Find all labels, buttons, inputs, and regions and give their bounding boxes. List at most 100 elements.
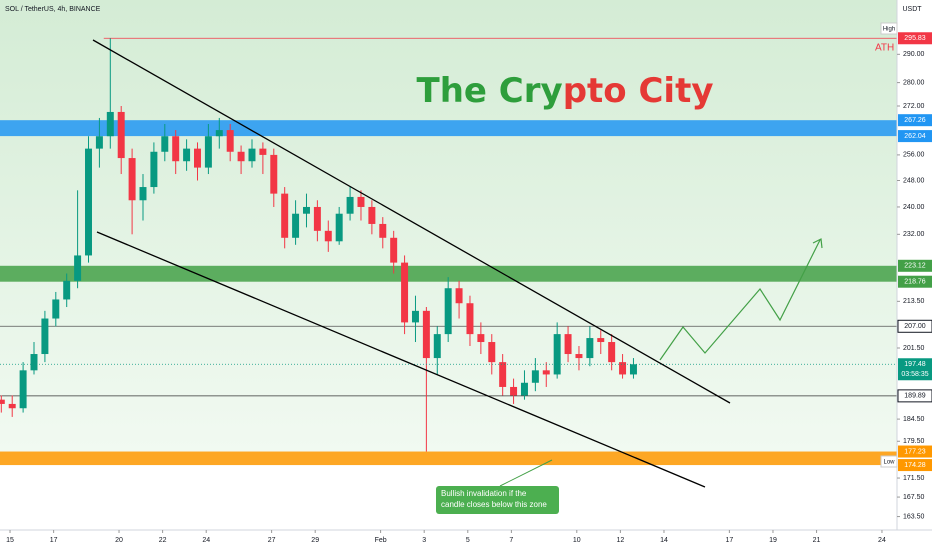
y-tick-label: 179.50 — [903, 438, 925, 445]
candle-body — [466, 303, 474, 335]
candle-body — [0, 399, 5, 404]
ath-label: ATH — [875, 43, 894, 54]
price-tag-text: 189.89 — [904, 393, 926, 400]
x-tick-label: 5 — [466, 537, 470, 544]
trend-line — [92, 39, 731, 404]
price-tag-text: 177.23 — [904, 448, 926, 455]
x-tick-label: Feb — [375, 537, 387, 544]
price-tag-text: 295.83 — [904, 35, 926, 42]
price-tag — [898, 445, 932, 458]
y-tick-label: 280.00 — [903, 79, 925, 86]
x-tick-label: 29 — [311, 537, 319, 544]
candle-body — [85, 148, 92, 256]
price-axis — [897, 0, 932, 550]
y-tick-label: 240.00 — [903, 204, 925, 211]
candle-body — [608, 342, 616, 363]
x-tick-label: 24 — [878, 537, 886, 544]
candle-body — [542, 370, 550, 375]
candle-body — [95, 136, 103, 149]
y-tick-label: 290.00 — [903, 51, 925, 58]
low-tag — [880, 455, 898, 468]
x-tick-label: 27 — [268, 537, 276, 544]
candle-body — [237, 151, 245, 162]
currency-label: USDT — [902, 6, 922, 13]
candle-body — [488, 342, 496, 363]
x-tick-label: 19 — [769, 537, 777, 544]
candle-body — [444, 288, 452, 335]
axis-labels: 267.26 262.04 223.12 218.76 177.23 174.28 295.… — [6, 32, 932, 544]
callout-text: candle closes below this zone — [441, 500, 547, 509]
candle-body — [161, 136, 169, 152]
callout-text: Bullish invalidation if the — [441, 489, 527, 498]
zone — [0, 451, 897, 466]
candle-body — [226, 130, 234, 152]
candle-body — [19, 370, 27, 409]
x-tick-label: 24 — [202, 537, 210, 544]
price-tag-text: 174.28 — [904, 462, 926, 469]
x-tick-label: 12 — [616, 537, 624, 544]
price-tag-text: 267.26 — [904, 117, 926, 124]
candle-body — [139, 187, 147, 201]
candle-body — [597, 338, 605, 343]
candle-body — [259, 148, 267, 155]
candle-body — [422, 310, 430, 359]
candle-body — [346, 196, 354, 214]
x-tick-label: 7 — [509, 537, 513, 544]
candle-body — [368, 206, 376, 224]
candle-body — [455, 288, 463, 304]
price-tag — [898, 32, 932, 45]
candle-body — [74, 255, 82, 281]
trend-line — [96, 231, 706, 488]
x-tick-label: 14 — [660, 537, 668, 544]
y-tick-label: 163.50 — [903, 513, 925, 520]
price-tag — [898, 130, 932, 143]
projection-arrow — [812, 238, 823, 249]
high-tag-text: High — [883, 27, 895, 33]
price-tag — [898, 459, 932, 472]
background — [0, 0, 897, 466]
candle-body — [411, 310, 419, 323]
y-tick-label: 167.50 — [903, 494, 925, 501]
symbol-label: SOL / TetherUS, 4h, BINANCE — [5, 6, 101, 13]
projection-path — [659, 239, 821, 361]
candle-body — [357, 196, 365, 207]
candle-body — [117, 111, 125, 159]
callout-box — [436, 486, 559, 514]
y-tick-label: 256.00 — [903, 152, 925, 159]
candle-body — [270, 154, 278, 194]
candle-body — [619, 362, 627, 375]
candle-body — [63, 280, 71, 300]
candle-body — [52, 299, 60, 319]
last-price-text: 197.48 — [904, 361, 926, 368]
candle-body — [150, 151, 158, 188]
candle-body — [183, 148, 191, 162]
price-tag — [898, 275, 932, 288]
x-tick-label: 3 — [422, 537, 426, 544]
x-tick-label: 22 — [159, 537, 167, 544]
candle-body — [172, 136, 180, 162]
title-part: The Cry — [417, 71, 563, 111]
candle-body — [575, 354, 583, 359]
time-axis — [0, 530, 897, 550]
price-tag-text: 207.00 — [904, 323, 926, 330]
candle-body — [313, 206, 321, 231]
price-tag — [898, 114, 932, 127]
candle-body — [629, 364, 637, 375]
price-tag-text: 218.76 — [904, 279, 926, 286]
price-tag-text: 223.12 — [904, 263, 926, 270]
y-tick-label: 232.00 — [903, 231, 925, 238]
candle-body — [564, 334, 572, 355]
watermark-title: The Crypto City — [417, 71, 714, 111]
y-tick-label: 171.50 — [903, 475, 925, 482]
candle-body — [281, 193, 289, 238]
x-tick-label: 17 — [50, 537, 58, 544]
price-tag — [897, 319, 932, 333]
plot-area — [0, 0, 897, 466]
candle-body — [510, 386, 518, 396]
countdown-text: 03:58:35 — [901, 371, 928, 378]
candle-body — [204, 136, 212, 168]
zone — [0, 120, 897, 137]
candle-body — [324, 230, 332, 242]
last-price-tag — [898, 358, 932, 381]
